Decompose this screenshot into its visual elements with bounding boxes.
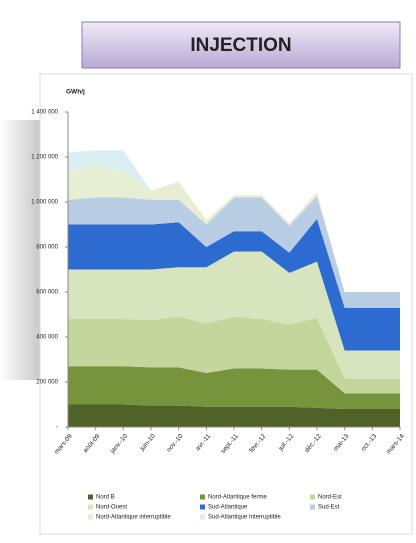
legend-label: Nord-Ouest — [96, 505, 127, 511]
legend-swatch — [310, 504, 315, 510]
y-axis-label: GWh/j — [66, 89, 85, 96]
legend-swatch — [310, 494, 315, 500]
area — [68, 404, 400, 427]
legend-label: Sud-Atlantique Interruptible — [208, 515, 281, 521]
legend-swatch — [200, 494, 205, 500]
legend-label: Nord B — [96, 495, 115, 501]
legend-label: Sud-Atlantique — [208, 505, 248, 511]
area — [68, 316, 400, 394]
y-tick-label: 1 400 000 — [31, 110, 58, 116]
legend-label: Nord-Atlantique interruptible — [96, 515, 171, 521]
legend-swatch — [200, 504, 205, 510]
legend-label: Nord-Atlantique ferme — [208, 495, 267, 501]
y-tick-label: 800 000 — [36, 245, 58, 251]
legend-label: Sud-Est — [318, 505, 340, 511]
title-box — [81, 21, 401, 69]
legend-label: Nord-Est — [318, 495, 342, 501]
area — [68, 366, 400, 409]
shadow — [0, 120, 40, 380]
legend-swatch — [88, 504, 93, 510]
legend-swatch — [88, 494, 93, 500]
area — [68, 251, 400, 379]
y-tick-label: 200 000 — [36, 380, 58, 386]
area — [68, 166, 400, 292]
y-tick-label: 1 200 000 — [31, 155, 58, 161]
legend-swatch — [200, 514, 205, 520]
y-tick-label: - — [56, 425, 58, 431]
y-tick-label: 400 000 — [36, 335, 58, 341]
y-tick-label: 600 000 — [36, 290, 58, 296]
y-tick-label: 1 000 000 — [31, 200, 58, 206]
area — [68, 196, 400, 308]
area — [68, 218, 400, 351]
legend-swatch — [88, 514, 93, 520]
area — [68, 150, 400, 292]
chart-title: INJECTION — [190, 35, 291, 56]
